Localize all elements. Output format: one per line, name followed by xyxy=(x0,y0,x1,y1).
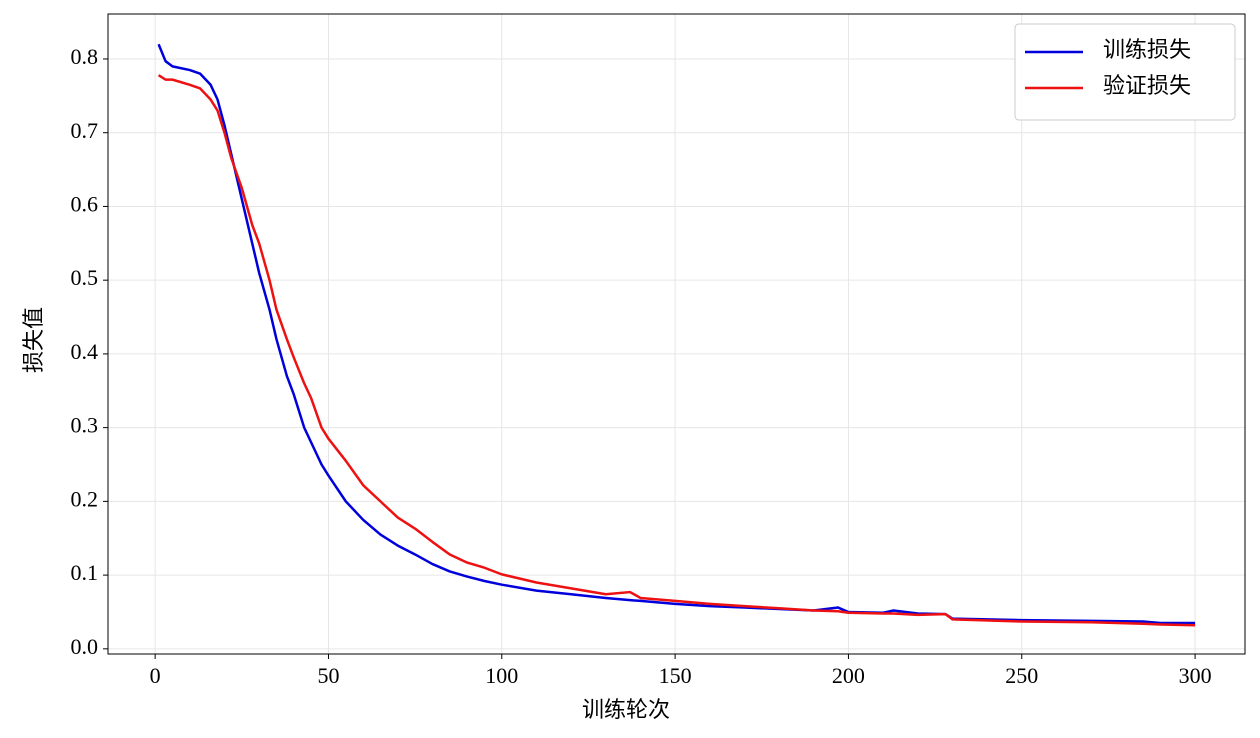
x-tick-label: 100 xyxy=(485,663,518,688)
plot-frame xyxy=(107,13,1246,655)
y-tick-label: 0.0 xyxy=(71,634,99,659)
x-tick-label: 150 xyxy=(659,663,692,688)
x-tick-label: 250 xyxy=(1005,663,1038,688)
x-tick-label: 300 xyxy=(1179,663,1212,688)
y-tick-label: 0.1 xyxy=(71,560,99,585)
x-tick-label: 50 xyxy=(317,663,339,688)
y-tick-label: 0.4 xyxy=(71,339,99,364)
y-tick-label: 0.2 xyxy=(71,486,99,511)
legend-label: 训练损失 xyxy=(1103,37,1191,62)
x-tick-label: 200 xyxy=(832,663,865,688)
legend-box xyxy=(1014,23,1236,121)
line-series xyxy=(157,43,1196,625)
x-tick-label: 0 xyxy=(150,663,161,688)
y-tick-label: 0.3 xyxy=(71,413,99,438)
y-tick-label: 0.6 xyxy=(71,191,99,216)
legend-label: 验证损失 xyxy=(1103,73,1191,98)
line-series xyxy=(157,74,1196,627)
y-tick-label: 0.7 xyxy=(71,118,99,143)
x-axis-label: 训练轮次 xyxy=(582,697,670,722)
y-tick-label: 0.8 xyxy=(71,44,99,69)
y-tick-label: 0.5 xyxy=(71,265,99,290)
y-axis-label: 损失值 xyxy=(21,307,46,373)
